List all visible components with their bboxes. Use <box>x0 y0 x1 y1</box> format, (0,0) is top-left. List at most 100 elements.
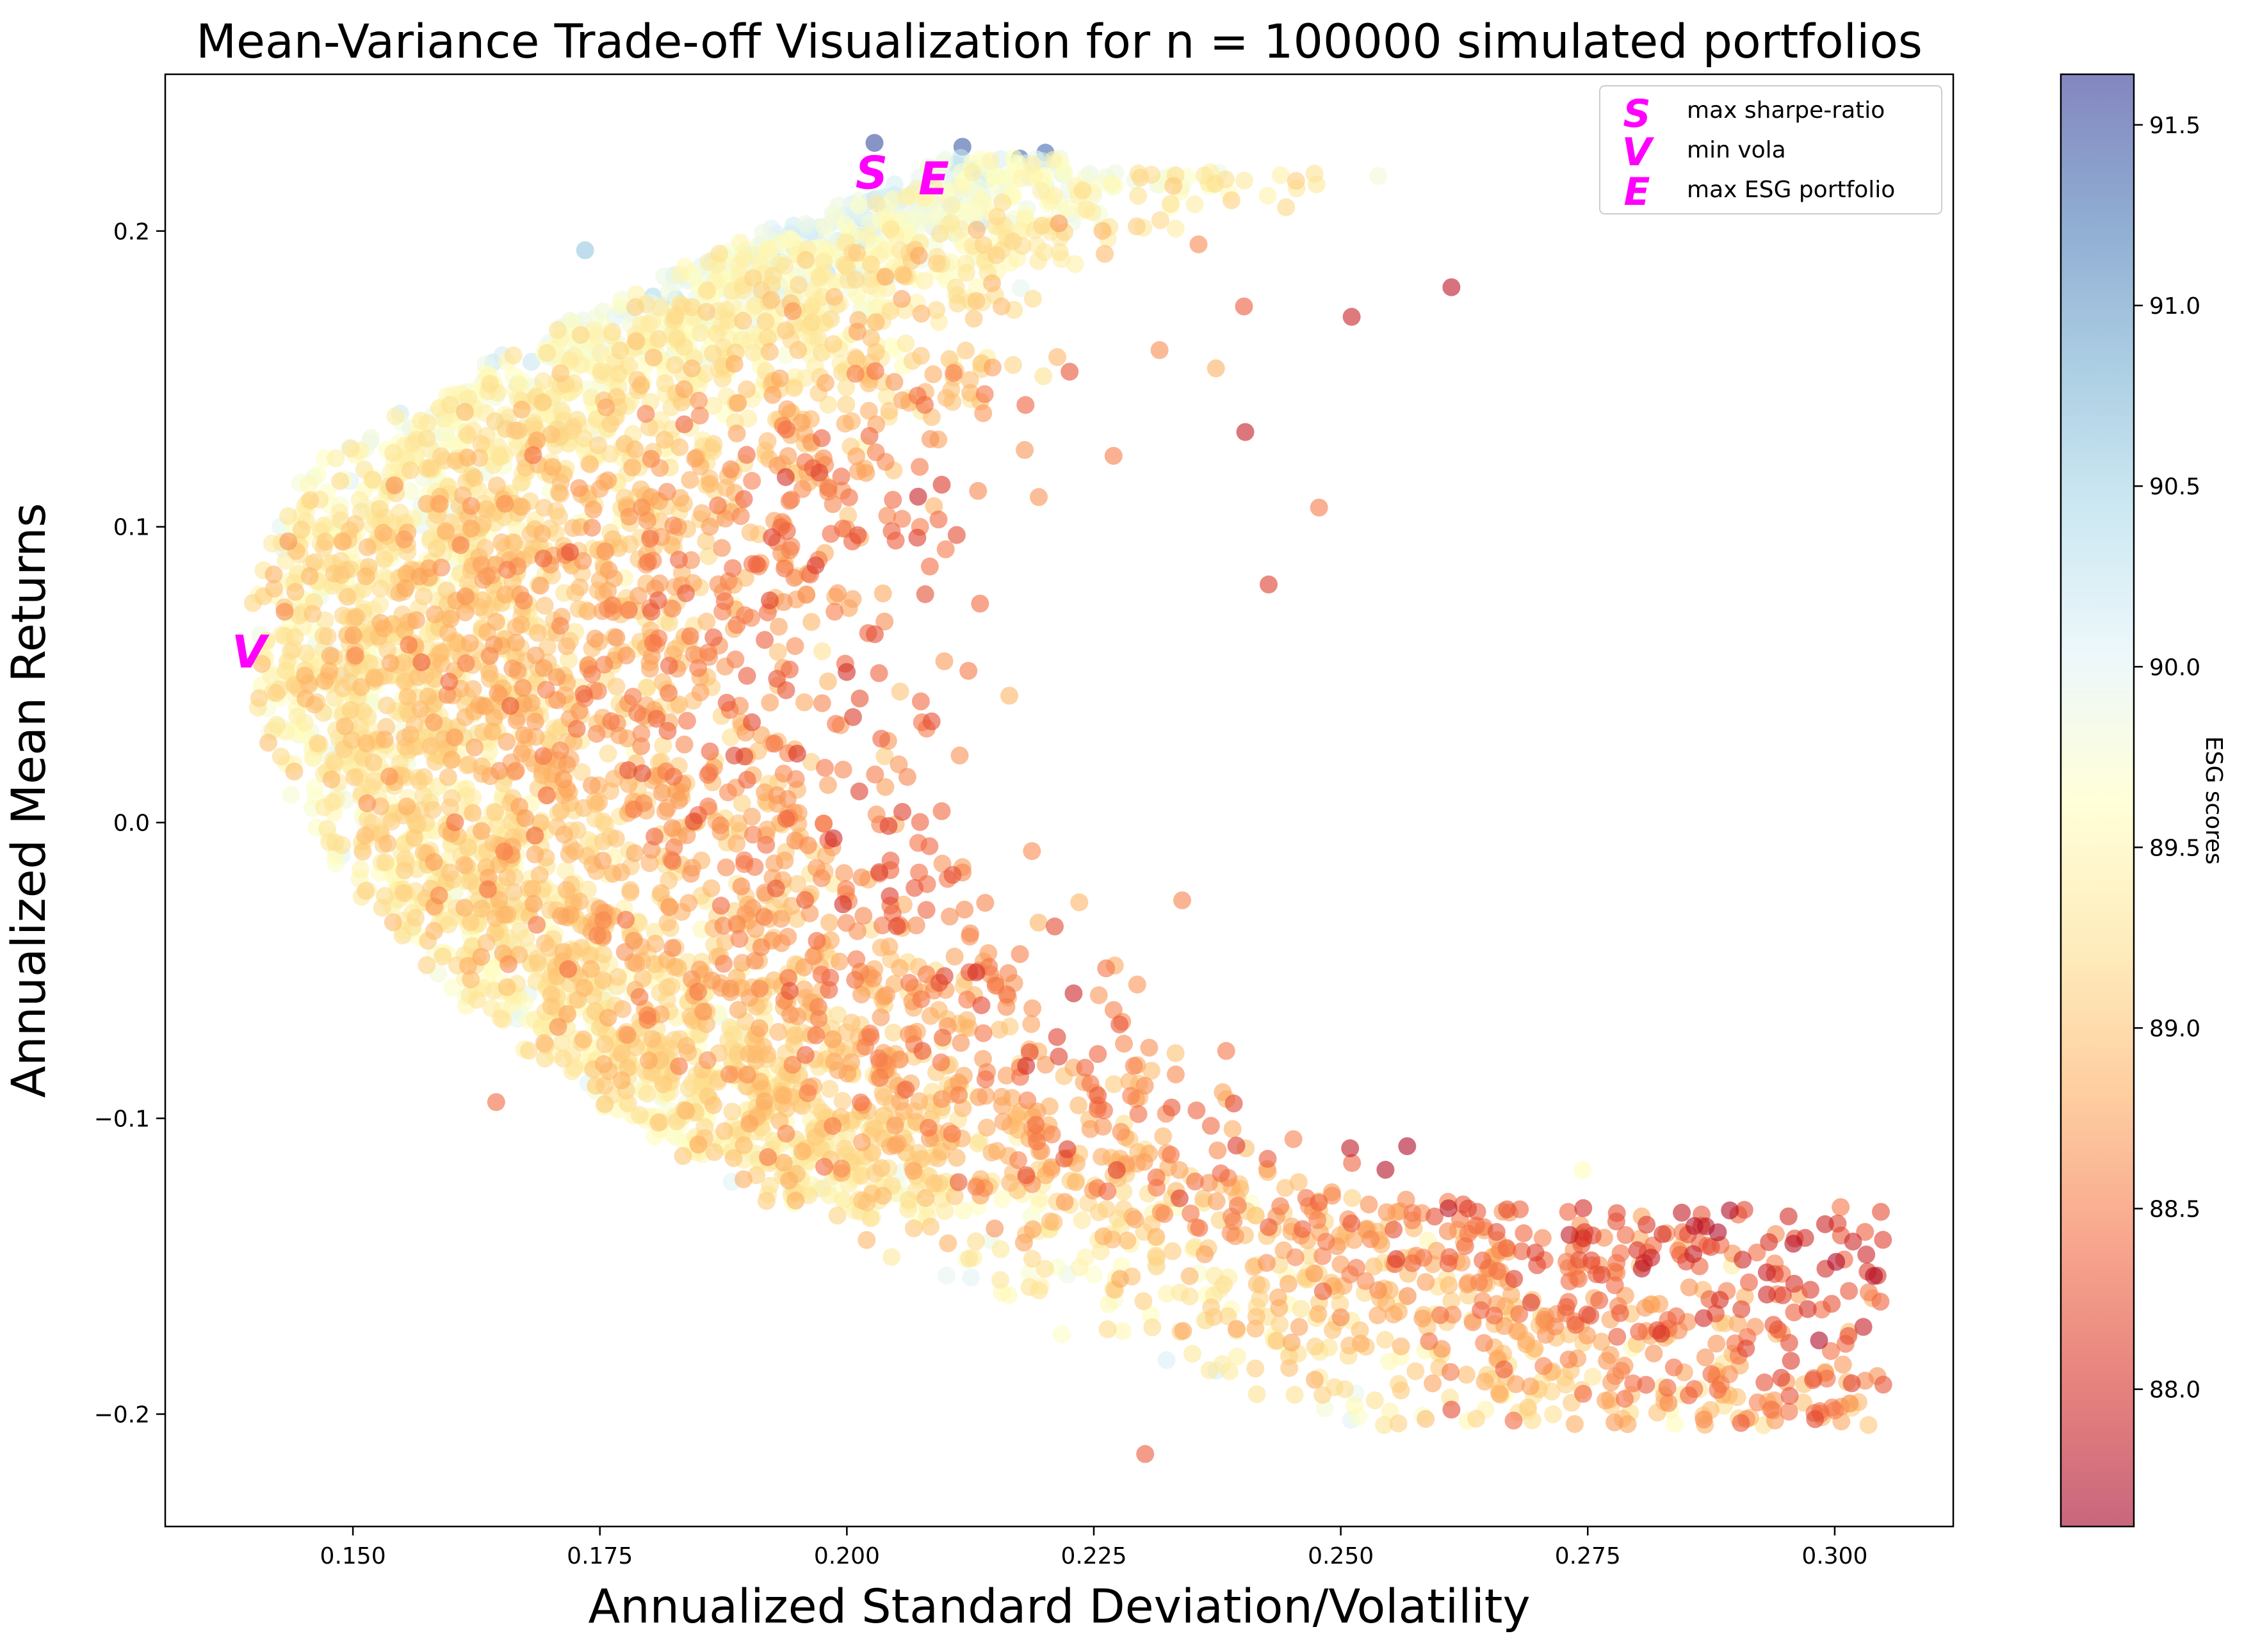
scatter-point <box>491 1009 510 1028</box>
scatter-point <box>723 1103 742 1121</box>
scatter-point <box>514 679 532 697</box>
scatter-point <box>947 1149 966 1167</box>
scatter-point <box>977 1119 996 1137</box>
scatter-point <box>716 509 735 528</box>
scatter-point <box>907 916 925 935</box>
scatter-point <box>384 913 402 932</box>
scatter-point <box>935 652 954 670</box>
scatter-point <box>371 579 390 597</box>
scatter-point <box>441 863 459 882</box>
scatter-point <box>789 341 808 359</box>
scatter-point <box>443 978 462 997</box>
scatter-point <box>675 337 693 356</box>
scatter-point <box>1034 367 1053 385</box>
scatter-point <box>660 613 678 632</box>
scatter-point <box>1023 155 1042 174</box>
scatter-point <box>1696 1348 1714 1366</box>
scatter-point <box>1573 1161 1592 1179</box>
scatter-point <box>1004 232 1022 250</box>
scatter-point <box>970 1088 988 1106</box>
scatter-point <box>779 928 797 946</box>
scatter-point <box>1011 279 1030 297</box>
scatter-point <box>640 418 658 437</box>
scatter-point <box>1104 446 1123 465</box>
scatter-point <box>1089 1045 1107 1064</box>
scatter-point <box>526 713 544 731</box>
scatter-point <box>603 596 622 615</box>
scatter-point <box>1157 1284 1176 1303</box>
scatter-point <box>642 449 660 468</box>
scatter-point <box>507 711 526 729</box>
scatter-point <box>1248 1275 1266 1293</box>
scatter-point <box>466 738 484 757</box>
scatter-point <box>870 1069 889 1087</box>
scatter-point <box>1125 1057 1143 1075</box>
scatter-point <box>341 439 360 458</box>
scatter-point <box>445 728 464 747</box>
scatter-point <box>1129 186 1148 205</box>
scatter-point <box>1680 1278 1698 1297</box>
scatter-point <box>691 683 710 702</box>
scatter-point <box>279 532 298 551</box>
scatter-point <box>786 770 805 788</box>
scatter-point <box>982 152 1000 170</box>
scatter-point <box>439 432 458 451</box>
scatter-point <box>462 970 480 989</box>
scatter-point <box>439 915 458 934</box>
scatter-point <box>735 1136 753 1154</box>
scatter-point <box>744 825 762 844</box>
scatter-point <box>1323 1321 1342 1340</box>
scatter-point <box>829 1006 847 1024</box>
scatter-point <box>554 770 573 789</box>
scatter-point <box>1027 1115 1045 1134</box>
scatter-point <box>1431 1306 1449 1324</box>
scatter-point <box>910 1092 929 1110</box>
scatter-point <box>834 1191 852 1210</box>
scatter-point <box>1131 168 1150 187</box>
scatter-point <box>588 926 606 944</box>
scatter-point <box>1290 1318 1308 1336</box>
scatter-point <box>542 425 560 444</box>
scatter-point <box>890 1050 909 1069</box>
scatter-point <box>301 491 320 510</box>
scatter-point <box>1574 1384 1593 1403</box>
scatter-point <box>1163 1242 1182 1261</box>
scatter-point <box>654 1075 672 1094</box>
scatter-point <box>489 684 507 702</box>
scatter-point <box>579 602 598 620</box>
scatter-point <box>374 524 393 542</box>
scatter-point <box>1189 235 1208 254</box>
scatter-point <box>574 1030 592 1049</box>
scatter-point <box>683 298 701 316</box>
scatter-point <box>697 303 716 321</box>
scatter-point <box>551 364 570 383</box>
scatter-point <box>531 576 549 595</box>
scatter-point <box>281 642 300 661</box>
scatter-point <box>1467 1409 1486 1428</box>
scatter-point <box>496 585 514 604</box>
scatter-point <box>495 906 514 924</box>
scatter-point <box>400 636 418 654</box>
scatter-point <box>904 1162 923 1180</box>
scatter-point <box>717 858 735 877</box>
scatter-point <box>1228 1197 1247 1215</box>
scatter-point <box>651 298 669 317</box>
scatter-point <box>1709 1381 1727 1399</box>
scatter-point <box>552 1033 571 1052</box>
scatter-point <box>1164 177 1183 195</box>
scatter-point <box>789 275 808 294</box>
scatter-point <box>820 1080 839 1098</box>
scatter-point <box>632 724 651 743</box>
scatter-point <box>843 590 862 608</box>
scatter-point <box>548 691 567 709</box>
scatter-point <box>679 1079 698 1097</box>
scatter-point <box>1780 1402 1798 1421</box>
scatter-point <box>969 1134 987 1153</box>
scatter-point <box>774 593 793 611</box>
scatter-point <box>1525 1340 1544 1358</box>
scatter-point <box>738 380 756 399</box>
scatter-point <box>824 495 842 514</box>
scatter-point <box>1457 1365 1476 1384</box>
scatter-point <box>1033 216 1052 235</box>
scatter-point <box>354 843 372 861</box>
